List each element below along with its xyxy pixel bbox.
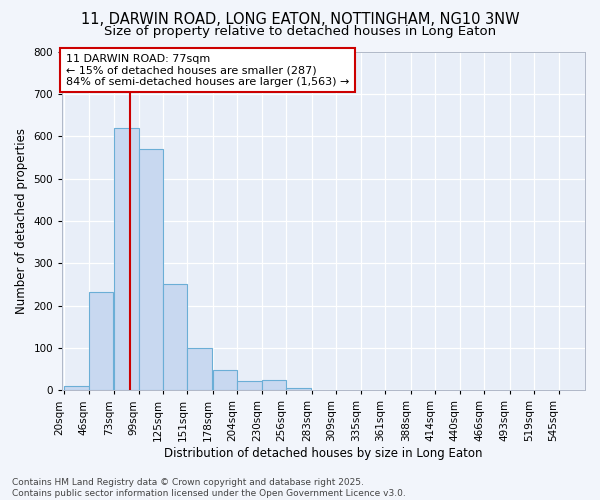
Text: Size of property relative to detached houses in Long Eaton: Size of property relative to detached ho… — [104, 25, 496, 38]
Y-axis label: Number of detached properties: Number of detached properties — [15, 128, 28, 314]
Bar — [213, 370, 238, 390]
Bar — [114, 128, 139, 390]
Bar — [187, 348, 212, 391]
Bar — [64, 386, 89, 390]
X-axis label: Distribution of detached houses by size in Long Eaton: Distribution of detached houses by size … — [164, 447, 483, 460]
Bar — [163, 284, 187, 391]
Bar — [262, 380, 286, 390]
Bar — [238, 381, 262, 390]
Text: Contains HM Land Registry data © Crown copyright and database right 2025.
Contai: Contains HM Land Registry data © Crown c… — [12, 478, 406, 498]
Text: 11 DARWIN ROAD: 77sqm
← 15% of detached houses are smaller (287)
84% of semi-det: 11 DARWIN ROAD: 77sqm ← 15% of detached … — [66, 54, 349, 87]
Bar — [89, 292, 113, 390]
Bar — [286, 388, 311, 390]
Text: 11, DARWIN ROAD, LONG EATON, NOTTINGHAM, NG10 3NW: 11, DARWIN ROAD, LONG EATON, NOTTINGHAM,… — [80, 12, 520, 28]
Bar — [139, 149, 163, 390]
